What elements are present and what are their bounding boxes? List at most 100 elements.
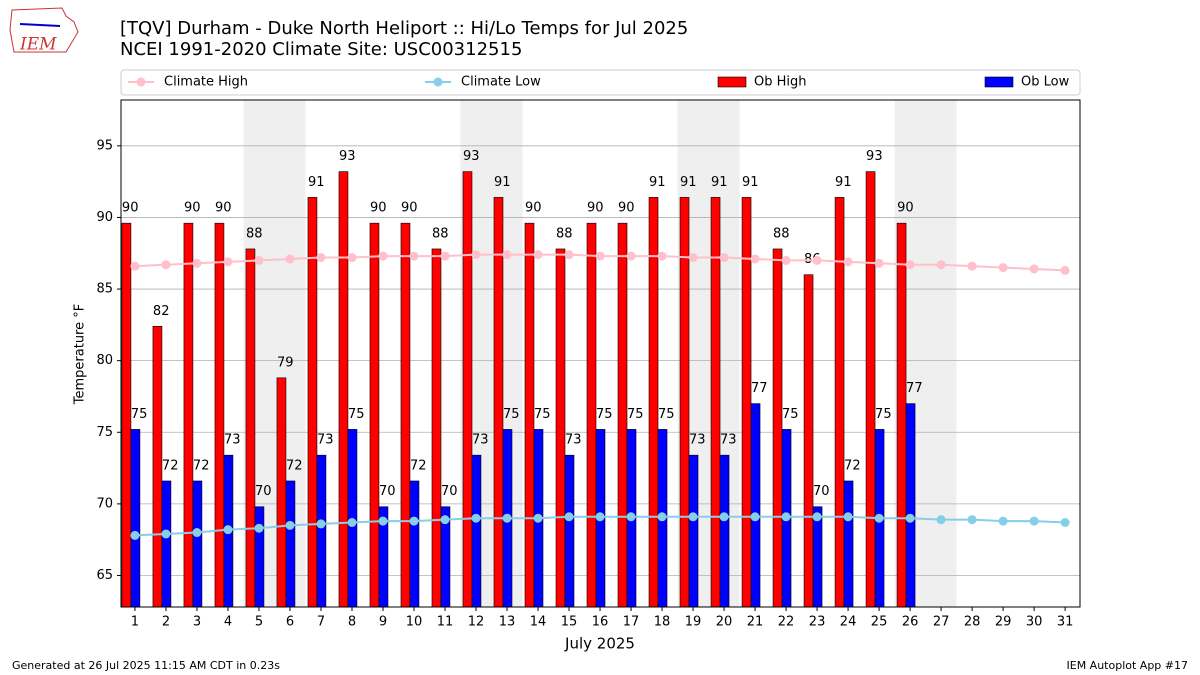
logo: IEM	[9, 7, 79, 55]
marker	[471, 250, 481, 260]
marker	[316, 253, 326, 263]
data-label: 90	[587, 201, 604, 216]
bar	[710, 197, 721, 608]
marker	[1029, 516, 1039, 526]
x-tick-label: 11	[437, 615, 454, 630]
plot-frame	[120, 99, 1081, 608]
marker	[1060, 518, 1070, 527]
marker	[998, 516, 1008, 526]
data-label: 73	[224, 433, 241, 448]
marker	[440, 515, 450, 525]
marker	[285, 520, 295, 530]
bar	[183, 222, 194, 608]
x-tick-label: 13	[499, 615, 516, 630]
marker	[378, 251, 388, 261]
x-tick-label: 6	[286, 615, 294, 630]
marker	[347, 253, 357, 263]
y-tick-label: 90	[96, 210, 113, 225]
data-label: 70	[441, 484, 458, 499]
marker	[905, 513, 915, 523]
data-label: 90	[215, 201, 232, 216]
bar	[524, 222, 535, 608]
data-label: 72	[193, 458, 210, 473]
marker	[688, 253, 698, 263]
chart-subtitle: NCEI 1991-2020 Climate Site: USC00312515	[120, 39, 522, 60]
y-tick-label: 95	[96, 138, 113, 153]
bar	[772, 248, 783, 608]
bar	[431, 248, 442, 608]
legend-marker	[136, 77, 146, 87]
x-tick-label: 18	[654, 615, 671, 630]
marker	[192, 258, 202, 268]
data-label: 75	[596, 407, 613, 422]
marker	[192, 528, 202, 538]
bar	[192, 480, 203, 608]
bar	[161, 480, 172, 608]
legend-box	[120, 69, 1081, 96]
y-tick-label: 80	[96, 353, 113, 368]
x-tick-label: 24	[840, 615, 857, 630]
data-label: 90	[370, 201, 387, 216]
marker	[595, 512, 605, 522]
data-label: 75	[658, 407, 675, 422]
x-tick-label: 31	[1057, 615, 1074, 630]
legend-label: Ob High	[754, 75, 807, 90]
data-label: 90	[401, 201, 418, 216]
data-label: 91	[649, 175, 666, 190]
marker	[750, 254, 760, 264]
marker	[936, 515, 946, 525]
marker	[905, 260, 915, 270]
data-label: 90	[122, 201, 139, 216]
x-tick-label: 4	[224, 615, 232, 630]
marker	[719, 512, 729, 522]
marker	[564, 512, 574, 522]
marker	[378, 516, 388, 526]
x-tick-label: 29	[995, 615, 1012, 630]
marker	[626, 251, 636, 261]
marker	[409, 251, 419, 261]
x-tick-label: 23	[809, 615, 826, 630]
data-label: 75	[348, 407, 365, 422]
logo-text: IEM	[19, 35, 57, 55]
legend-marker	[433, 77, 443, 87]
x-tick-label: 22	[778, 615, 795, 630]
data-label: 88	[432, 226, 449, 241]
x-tick-label: 17	[623, 615, 640, 630]
marker	[130, 530, 140, 540]
y-tick-label: 65	[96, 568, 113, 583]
bar	[285, 480, 296, 608]
data-label: 73	[565, 433, 582, 448]
x-tick-label: 15	[561, 615, 578, 630]
bar	[812, 506, 823, 608]
bar	[865, 171, 876, 608]
data-label: 91	[711, 175, 728, 190]
data-label: 75	[131, 407, 148, 422]
marker	[223, 257, 233, 267]
data-label: 88	[246, 226, 263, 241]
bar	[254, 506, 265, 608]
x-tick-label: 2	[162, 615, 170, 630]
data-label: 72	[410, 458, 427, 473]
legend-label: Climate High	[164, 75, 248, 90]
bar	[130, 429, 141, 608]
marker	[812, 512, 822, 522]
data-label: 93	[463, 149, 480, 164]
data-label: 75	[875, 407, 892, 422]
data-label: 75	[503, 407, 520, 422]
x-tick-label: 5	[255, 615, 263, 630]
data-label: 91	[742, 175, 759, 190]
marker	[595, 251, 605, 261]
data-label: 77	[906, 381, 923, 396]
bar	[719, 454, 730, 608]
marker	[936, 260, 946, 270]
data-label: 88	[556, 226, 573, 241]
marker	[440, 251, 450, 261]
marker	[533, 513, 543, 523]
data-label: 79	[277, 355, 294, 370]
bar	[409, 480, 420, 608]
data-label: 82	[153, 304, 170, 319]
y-tick-label: 70	[96, 496, 113, 511]
marker	[161, 260, 171, 270]
bar	[121, 222, 132, 608]
